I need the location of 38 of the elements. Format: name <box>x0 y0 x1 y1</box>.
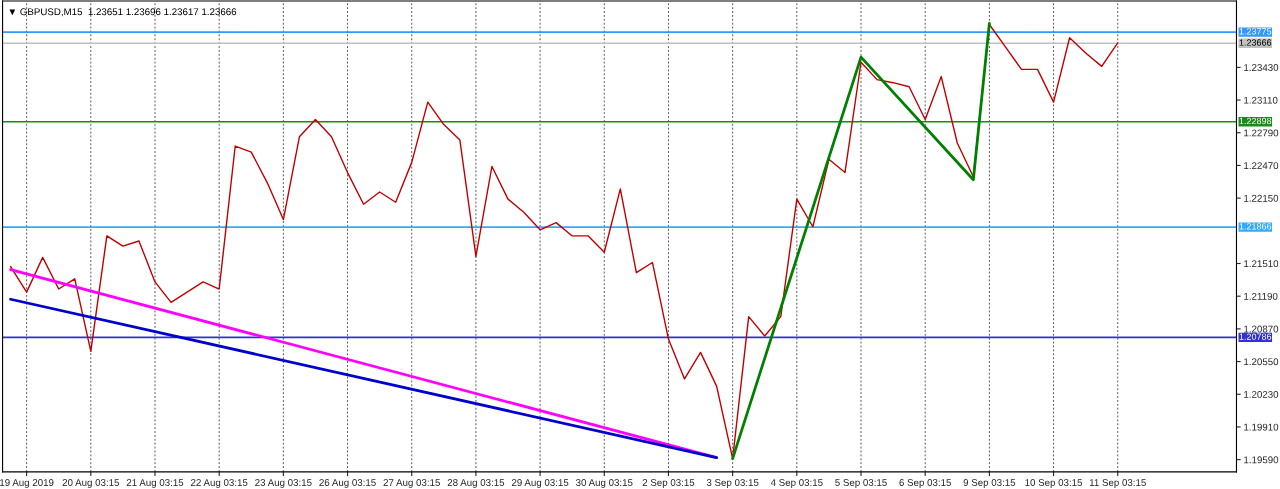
ref-line-label: 1.22898 <box>1239 117 1272 125</box>
ref-line-label: 1.20786 <box>1239 333 1272 340</box>
x-tick-label: 27 Aug 03:15 <box>383 479 440 488</box>
y-tick-label: 1.22150 <box>1244 194 1279 202</box>
y-tick-label: 1.20550 <box>1244 358 1279 366</box>
ref-line-label: 1.21866 <box>1239 223 1272 230</box>
text: ▼ GBPUSD,M15 1.23651 1.23696 1.23617 1.23666 <box>9 8 237 17</box>
x-tick-label: 29 Aug 03:15 <box>511 479 569 488</box>
x-tick-label: 6 Sep 03:15 <box>899 479 952 488</box>
x-tick-label: 11 Sep 03:15 <box>1089 479 1146 488</box>
y-tick-label: 1.21510 <box>1244 260 1279 268</box>
x-tick-label: 10 Sep 03:15 <box>1025 479 1083 488</box>
y-tick-label: 1.20870 <box>1244 325 1279 333</box>
x-tick-label: 21 Aug 03:15 <box>126 479 184 488</box>
y-tick-label: 1.23110 <box>1244 96 1278 104</box>
x-tick-label: 20 Aug 03:15 <box>62 479 120 488</box>
y-tick-label: 1.22790 <box>1244 129 1279 137</box>
x-tick-label: 9 Sep 03:15 <box>963 479 1016 488</box>
line-series <box>731 22 991 460</box>
y-tick-label: 1.21190 <box>1244 292 1278 300</box>
line-series <box>9 23 1119 460</box>
y-tick-label: 1.19590 <box>1244 456 1279 464</box>
x-tick-label: 28 Aug 03:15 <box>447 479 505 488</box>
y-tick-label: 1.20230 <box>1244 390 1279 398</box>
x-tick-label: 19 Aug 2019 <box>0 479 54 488</box>
y-tick-label: 1.19910 <box>1244 423 1279 431</box>
x-tick-label: 3 Sep 03:15 <box>706 479 759 488</box>
x-tick-label: 4 Sep 03:15 <box>770 479 823 488</box>
x-tick-label: 2 Sep 03:15 <box>642 479 695 488</box>
ref-line-label: 1.23666 <box>1239 39 1272 46</box>
y-tick-label: 1.22470 <box>1244 162 1279 170</box>
x-tick-label: 30 Aug 03:15 <box>575 479 633 488</box>
y-tick-label: 1.23430 <box>1244 64 1279 71</box>
x-tick-label: 5 Sep 03:15 <box>835 479 887 488</box>
ref-line-label: 1.23775 <box>1239 28 1272 35</box>
x-tick-label: 22 Aug 03:15 <box>191 479 248 488</box>
x-tick-label: 23 Aug 03:15 <box>255 479 312 488</box>
x-tick-label: 26 Aug 03:15 <box>319 479 376 488</box>
